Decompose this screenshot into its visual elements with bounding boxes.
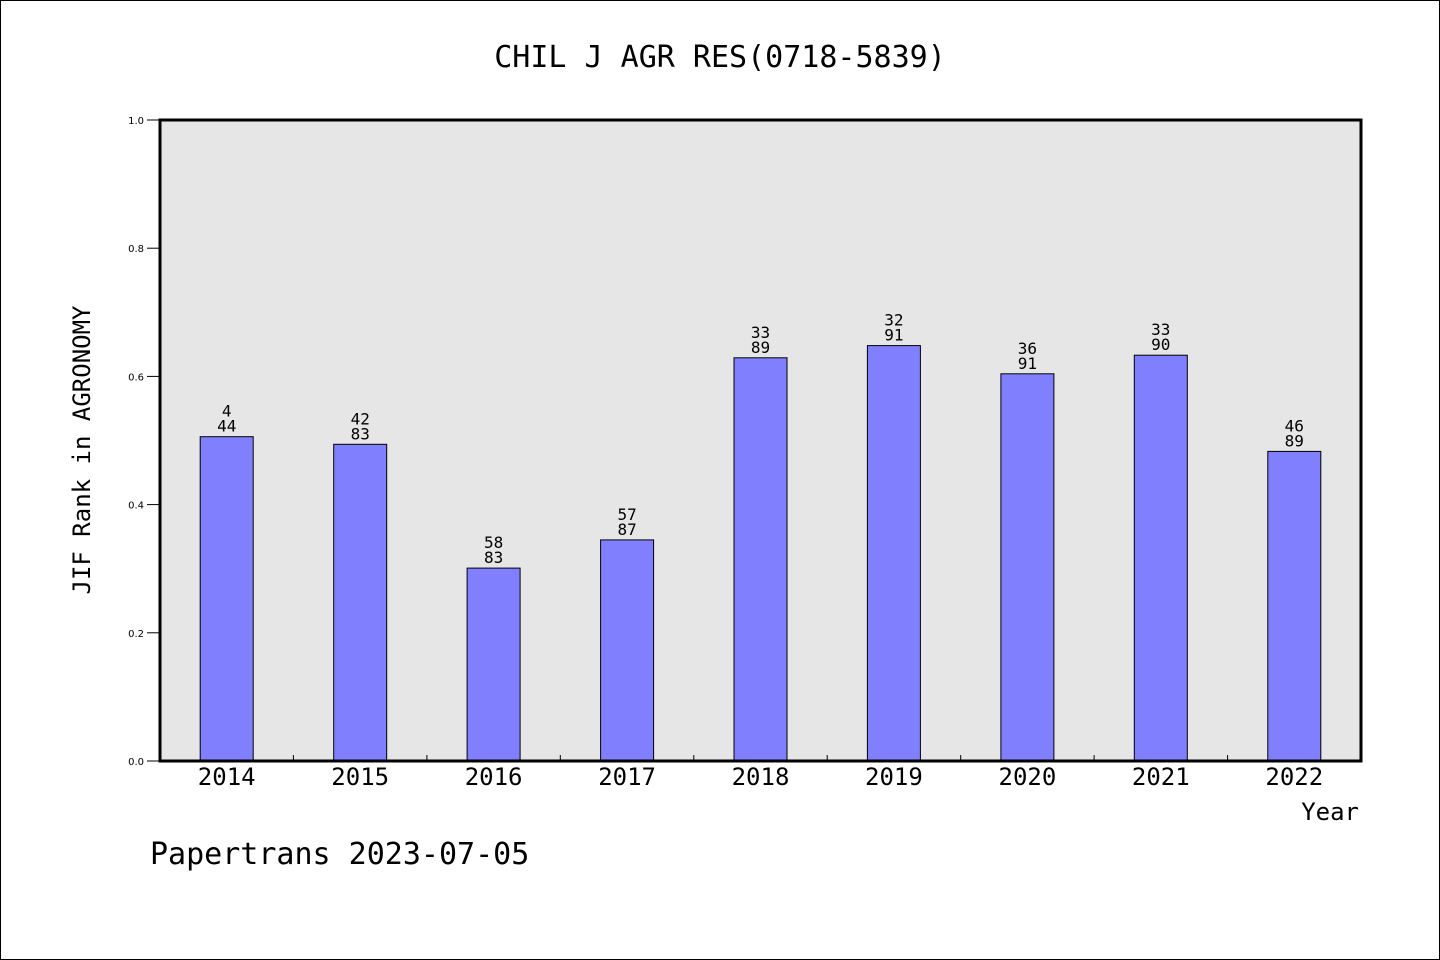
footer-credit: Papertrans 2023-07-05 — [150, 837, 529, 872]
x-axis-ticks: 2014 2015 2016 2017 2018 2019 2020 2021 2022 — [198, 755, 1323, 791]
bar-2020 — [1000, 373, 1055, 762]
x-tick-label-2020: 2020 — [999, 763, 1057, 791]
bar-2019 — [866, 345, 921, 762]
bar-2022 — [1267, 450, 1322, 762]
bar-label-rank-2020: 36 — [1018, 339, 1037, 358]
y-axis-ticks: 0.0 0.2 0.4 0.6 0.8 1.0 — [128, 116, 159, 768]
x-axis-label: Year — [1301, 798, 1359, 826]
y-tick-label-1.0: 1.0 — [128, 116, 144, 127]
x-tick-label-2021: 2021 — [1132, 763, 1190, 791]
bar-label-total-2016: 83 — [484, 548, 503, 567]
bar-label-total-2021: 90 — [1151, 335, 1170, 354]
chart-title: CHIL J AGR RES(0718-5839) — [494, 40, 946, 75]
bar-label-rank-2022: 46 — [1285, 416, 1304, 435]
bar-label-total-2020: 91 — [1018, 354, 1037, 373]
bar-label-rank-2014: 4 — [222, 402, 232, 421]
bar-2018 — [733, 357, 788, 762]
plot-frame — [158, 118, 1363, 763]
bar-label-rank-2019: 32 — [884, 311, 903, 330]
y-tick-label-0.6: 0.6 — [128, 372, 144, 383]
bar-label-total-2018: 89 — [751, 338, 770, 357]
bar-2017 — [600, 539, 655, 762]
bar-2021 — [1133, 354, 1188, 762]
x-tick-label-2018: 2018 — [732, 763, 790, 791]
x-tick-label-2017: 2017 — [598, 763, 656, 791]
bar-label-rank-2018: 33 — [751, 323, 770, 342]
bar-label-rank-2015: 42 — [351, 409, 370, 428]
bar-label-total-2019: 91 — [884, 326, 903, 345]
y-tick-label-0.2: 0.2 — [128, 629, 144, 640]
y-axis-label: JIF Rank in AGRONOMY — [68, 305, 96, 595]
bar-2014 — [199, 436, 254, 762]
x-tick-label-2016: 2016 — [465, 763, 523, 791]
bar-label-rank-2016: 58 — [484, 533, 503, 552]
y-tick-label-0.0: 0.0 — [128, 757, 144, 768]
bar-2016 — [466, 567, 521, 762]
x-tick-label-2019: 2019 — [865, 763, 923, 791]
bar-label-total-2022: 89 — [1285, 431, 1304, 450]
bars-group — [199, 345, 1322, 762]
x-tick-label-2022: 2022 — [1265, 763, 1323, 791]
bar-label-total-2017: 87 — [617, 520, 636, 539]
x-tick-label-2015: 2015 — [331, 763, 389, 791]
bar-label-rank-2021: 33 — [1151, 320, 1170, 339]
y-tick-label-0.4: 0.4 — [128, 501, 144, 512]
bar-label-total-2014: 44 — [217, 417, 236, 436]
bar-2015 — [333, 443, 388, 762]
bar-label-total-2015: 83 — [351, 424, 370, 443]
x-tick-label-2014: 2014 — [198, 763, 256, 791]
y-tick-label-0.8: 0.8 — [128, 244, 144, 255]
bar-label-rank-2017: 57 — [617, 505, 636, 524]
